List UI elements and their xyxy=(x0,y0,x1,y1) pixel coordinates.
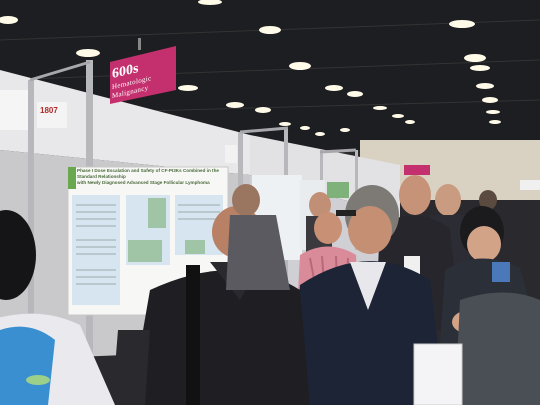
board-frame xyxy=(29,60,357,154)
sign-pole xyxy=(138,38,141,50)
ceiling-lights xyxy=(0,0,501,136)
far-poster-3 xyxy=(327,182,349,198)
board-number-card xyxy=(37,102,67,128)
person-grey-hair xyxy=(290,185,445,405)
poster-text-lines xyxy=(76,204,220,285)
board-header-strip xyxy=(0,70,250,175)
person-back-center xyxy=(226,184,290,290)
far-category-sign xyxy=(404,165,430,175)
poster-title-line1: Phase I Dose Escalation and Safety of CF… xyxy=(77,168,219,179)
poster-title-line2: with Newly Diagnosed Advanced Stage Foll… xyxy=(77,180,210,185)
board-paper-small xyxy=(225,145,237,163)
person-foreground-right xyxy=(413,292,540,405)
board-paper-left xyxy=(0,90,28,130)
poster-accent xyxy=(68,167,76,189)
poster-tables xyxy=(128,198,205,262)
category-sign xyxy=(110,46,176,104)
person-foreground-left xyxy=(0,210,115,405)
board-number-label: 1807 xyxy=(40,106,58,115)
poster-title: Phase I Dose Escalation and Safety of CF… xyxy=(77,168,225,192)
